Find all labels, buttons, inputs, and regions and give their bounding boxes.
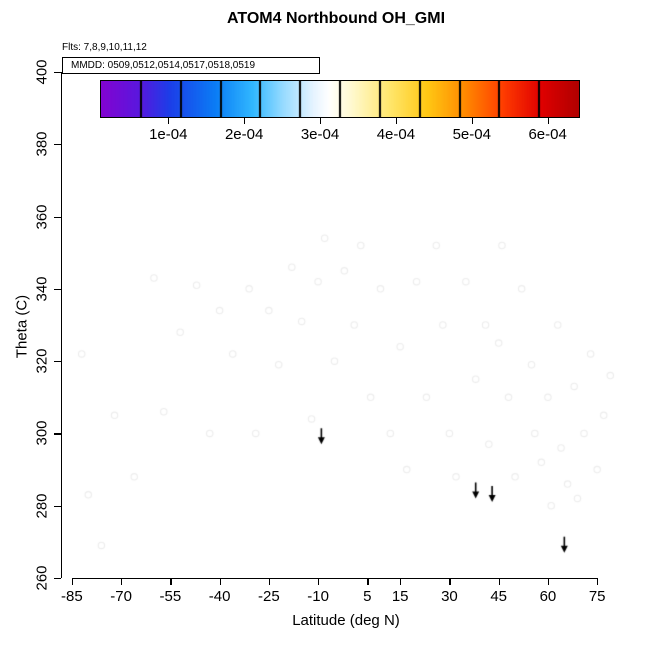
colorbar [100,80,580,118]
x-tick [71,578,74,585]
colorbar-tick [471,118,473,124]
x-tick-label: 75 [588,588,606,605]
x-tick-label: -70 [110,588,132,605]
flights-subtitle: Flts: 7,8,9,10,11,12 [62,42,147,53]
colorbar-tick [244,118,246,124]
y-tick-label: 300 [33,420,51,446]
x-tick [268,578,271,585]
x-tick [597,578,599,585]
colorbar-tick [547,118,549,124]
y-tick [54,216,61,218]
y-tick-label: 400 [33,59,51,85]
colorbar-tick-label: 6e-04 [528,126,567,143]
x-tick-label: -10 [307,588,329,605]
x-tick [547,578,550,585]
x-tick [219,578,221,585]
y-tick-label: 280 [33,493,51,519]
y-tick [54,578,61,580]
colorbar-tick [168,118,170,124]
colorbar-tick [320,118,322,124]
y-tick-label: 380 [33,131,51,157]
colorbar-canvas [101,81,579,117]
y-axis-label: Theta (C) [13,294,31,359]
y-axis-line [61,72,63,578]
y-tick-label: 360 [33,204,51,230]
x-axis-line [71,578,598,580]
x-tick [449,578,451,585]
colorbar-tick-label: 5e-04 [452,126,491,143]
x-tick-label: -40 [208,588,231,605]
x-tick [498,578,500,585]
y-tick [54,361,61,363]
y-tick [54,144,61,146]
x-tick-label: -85 [61,588,83,605]
y-tick [54,288,61,291]
heatmap-canvas [62,72,630,578]
x-tick [170,578,172,585]
y-tick-label: 320 [33,348,51,374]
colorbar-tick [395,118,398,124]
colorbar-tick-label: 1e-04 [149,126,188,143]
x-tick-label: 60 [539,588,557,605]
x-tick-label: -55 [159,588,182,605]
colorbar-tick-label: 3e-04 [300,126,340,143]
y-tick-label: 260 [33,565,51,591]
y-tick [54,505,61,507]
x-axis-label: Latitude (deg N) [292,612,400,629]
x-tick [367,578,369,585]
colorbar-tick-label: 2e-04 [224,126,264,143]
y-tick [54,433,61,435]
y-tick-label: 340 [33,276,51,302]
x-tick [318,578,320,585]
colorbar-tick-label: 4e-04 [376,126,416,143]
y-tick [54,72,61,74]
x-tick-label: 45 [490,588,507,605]
x-tick [121,578,123,585]
x-tick [400,578,402,585]
mmdd-box: MMDD: 0509,0512,0514,0517,0518,0519 [62,57,320,74]
x-tick-label: 15 [391,588,409,605]
page-title: ATOM4 Northbound OH_GMI [226,10,446,27]
x-tick-label: -25 [258,588,280,605]
x-tick-label: 30 [441,588,458,605]
x-tick-label: 5 [363,588,372,605]
